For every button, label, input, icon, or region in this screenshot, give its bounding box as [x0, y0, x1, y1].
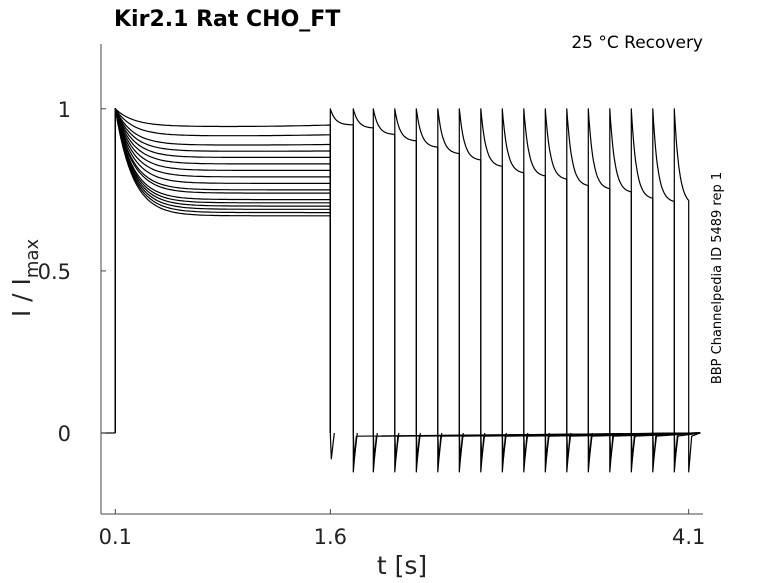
onset-transient-1 [352, 432, 358, 460]
onset-transient-9 [523, 432, 529, 460]
conditioning-trace-15 [114, 108, 331, 433]
y-axis-label-main: I / I [7, 278, 36, 317]
conditioning-trace-2 [114, 108, 331, 433]
onset-transient-7 [480, 432, 486, 460]
test-pulse-trace-4 [415, 108, 701, 473]
condition-annotation: 25 °C Recovery [571, 33, 703, 53]
test-pulse-trace-7 [480, 108, 701, 473]
y-tick-label-0: 0 [58, 422, 71, 446]
conditioning-trace-1 [114, 108, 331, 433]
test-pulse-trace-15 [652, 108, 701, 473]
conditioning-trace-12 [114, 108, 331, 433]
onset-transient-0 [329, 432, 335, 460]
onset-transient-5 [437, 432, 443, 460]
conditioning-trace-6 [114, 108, 331, 433]
conditioning-trace-10 [114, 108, 331, 433]
conditioning-trace-0 [114, 108, 331, 433]
x-tick-label-2: 4.1 [672, 525, 705, 549]
y-tick-label-2: 1 [58, 98, 71, 122]
x-tick-label-1: 1.6 [314, 525, 347, 549]
onset-transient-8 [501, 432, 507, 460]
y-axis-label-subscript: max [22, 239, 43, 279]
test-pulse-trace-14 [630, 108, 701, 473]
test-pulse-trace-13 [609, 108, 701, 473]
conditioning-trace-14 [114, 108, 331, 433]
y-axis-label: I / Imax [7, 239, 43, 318]
onset-transient-15 [652, 432, 658, 460]
x-ticks: 0.1 1.6 4.1 [99, 509, 705, 549]
onset-transient-16 [673, 432, 679, 460]
onset-transient-11 [566, 432, 572, 460]
conditioning-trace-8 [114, 108, 331, 433]
onset-transient-2 [372, 432, 378, 460]
test-pulse-trace-16 [673, 108, 701, 473]
test-pulse-trace-0 [329, 108, 701, 473]
onset-transient-13 [609, 432, 615, 460]
onset-transient-10 [544, 432, 550, 460]
conditioning-trace-16 [114, 108, 331, 433]
test-pulse-trace-3 [394, 108, 701, 473]
y-ticks: 00.51 [38, 98, 106, 446]
test-pulse-trace-1 [352, 108, 701, 473]
conditioning-trace-4 [114, 108, 331, 433]
test-pulse-trace-11 [566, 108, 701, 473]
x-axis-label: t [s] [377, 551, 427, 580]
chart-title: Kir2.1 Rat CHO_FT [114, 7, 340, 32]
channelpedia-id-label: BBP Channelpedia ID 5489 rep 1 [710, 172, 725, 384]
onset-transient-12 [587, 432, 593, 460]
test-pulse-trace-8 [501, 108, 701, 473]
x-tick-label-0: 0.1 [99, 525, 132, 549]
test-pulse-trace-9 [523, 108, 701, 473]
onset-transient-3 [394, 432, 400, 460]
onset-transient-4 [415, 432, 421, 460]
conditioning-trace-7 [114, 108, 331, 433]
test-pulse-trace-6 [458, 108, 701, 473]
onset-transient-6 [458, 432, 464, 460]
test-pulse-trace-12 [587, 108, 701, 473]
conditioning-trace-5 [114, 108, 331, 433]
y-tick-label-1: 0.5 [38, 260, 71, 284]
test-pulse-trace-5 [437, 108, 701, 473]
onset-transient-14 [630, 432, 636, 460]
test-pulse-trace-10 [544, 108, 701, 473]
conditioning-trace-11 [114, 108, 331, 433]
conditioning-trace-9 [114, 108, 331, 433]
test-pulse-trace-2 [372, 108, 701, 473]
conditioning-trace-13 [114, 108, 331, 433]
current-traces [101, 108, 701, 473]
svg-text:I / Imax: I / Imax [7, 239, 43, 318]
conditioning-trace-3 [114, 108, 331, 433]
